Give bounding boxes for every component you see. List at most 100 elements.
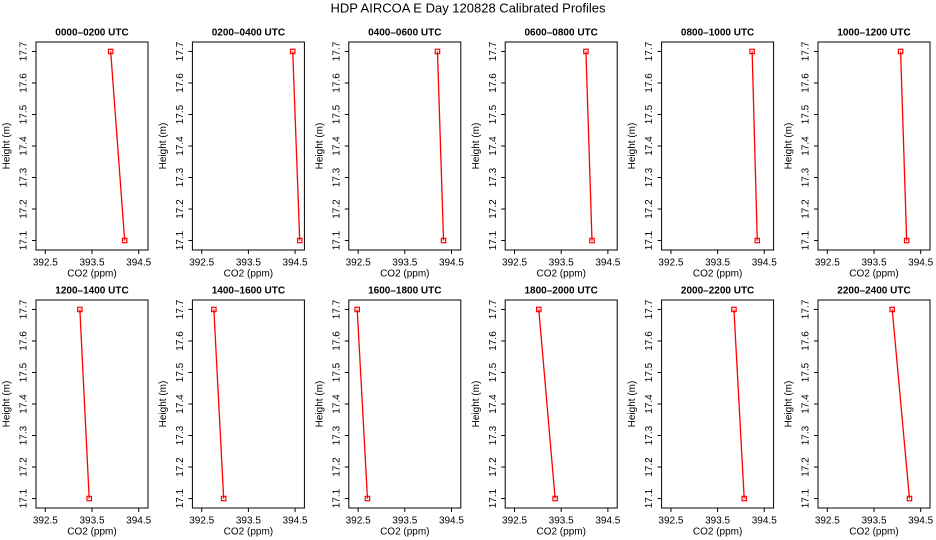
y-axis-label: Height (m) xyxy=(471,123,482,170)
y-tick-label: 17.1 xyxy=(19,488,30,508)
panel-title: 1200–1400 UTC xyxy=(55,286,128,297)
x-tick-label: 394.5 xyxy=(439,258,464,269)
y-axis-label: Height (m) xyxy=(314,381,325,428)
x-tick-label: 394.5 xyxy=(126,516,151,527)
point-marker xyxy=(583,48,589,55)
x-axis-label: CO2 (ppm) xyxy=(693,527,742,538)
y-tick-label: 17.3 xyxy=(19,425,30,445)
profile-line xyxy=(751,51,758,241)
point-marker xyxy=(220,495,227,502)
y-tick-label: 17.5 xyxy=(19,362,30,382)
x-axis-label: CO2 (ppm) xyxy=(849,527,898,538)
y-tick-label: 17.2 xyxy=(19,199,30,219)
y-tick-label: 17.1 xyxy=(644,230,655,250)
x-axis-label: CO2 (ppm) xyxy=(693,269,742,280)
x-axis-label: CO2 (ppm) xyxy=(67,527,116,538)
y-tick-label: 17.7 xyxy=(801,41,812,61)
panel-title: 2200–2400 UTC xyxy=(837,286,910,297)
x-tick-label: 393.5 xyxy=(861,516,886,527)
x-tick-label: 393.5 xyxy=(861,258,886,269)
y-tick-label: 17.6 xyxy=(331,331,342,351)
y-tick-label: 17.5 xyxy=(801,362,812,382)
point-marker xyxy=(906,495,913,502)
y-axis-label: Height (m) xyxy=(471,381,482,428)
x-tick-label: 394.5 xyxy=(908,258,933,269)
y-tick-label: 17.4 xyxy=(19,394,30,414)
y-tick-label: 17.6 xyxy=(19,331,30,351)
point-marker xyxy=(535,306,542,313)
profile-line xyxy=(436,51,445,241)
x-tick-label: 392.5 xyxy=(33,258,58,269)
point-marker xyxy=(364,495,371,502)
y-tick-label: 17.6 xyxy=(488,73,499,93)
x-tick-label: 394.5 xyxy=(595,516,620,527)
y-tick-label: 17.2 xyxy=(644,199,655,219)
point-marker xyxy=(440,237,447,244)
y-tick-label: 17.6 xyxy=(19,73,30,93)
x-tick-label: 393.5 xyxy=(392,258,417,269)
x-tick-label: 393.5 xyxy=(705,516,730,527)
y-tick-label: 17.7 xyxy=(175,41,186,61)
x-tick-label: 392.5 xyxy=(815,258,840,269)
x-tick-label: 392.5 xyxy=(33,516,58,527)
x-tick-label: 392.5 xyxy=(346,258,371,269)
y-axis-label: Height (m) xyxy=(2,123,13,170)
y-tick-label: 17.5 xyxy=(801,104,812,124)
profile-line xyxy=(356,309,369,499)
y-tick-label: 17.7 xyxy=(644,41,655,61)
point-marker xyxy=(889,306,896,313)
y-tick-label: 17.2 xyxy=(801,199,812,219)
y-tick-label: 17.5 xyxy=(644,104,655,124)
profile-line xyxy=(292,51,301,241)
x-tick-label: 394.5 xyxy=(595,258,620,269)
x-tick-label: 394.5 xyxy=(283,258,308,269)
x-tick-label: 393.5 xyxy=(79,516,104,527)
y-tick-label: 17.3 xyxy=(801,167,812,187)
y-tick-label: 17.4 xyxy=(801,136,812,156)
y-tick-label: 17.4 xyxy=(331,394,342,414)
y-tick-label: 17.5 xyxy=(488,362,499,382)
x-axis-label: CO2 (ppm) xyxy=(224,527,273,538)
panel-title: 2000–2200 UTC xyxy=(681,286,754,297)
y-tick-label: 17.5 xyxy=(488,104,499,124)
y-tick-label: 17.4 xyxy=(175,394,186,414)
panel-title: 0200–0400 UTC xyxy=(212,28,285,39)
x-tick-label: 394.5 xyxy=(908,516,933,527)
y-tick-label: 17.2 xyxy=(801,457,812,477)
y-tick-label: 17.7 xyxy=(19,41,30,61)
y-tick-label: 17.1 xyxy=(801,230,812,250)
y-tick-label: 17.2 xyxy=(331,457,342,477)
y-tick-label: 17.4 xyxy=(331,136,342,156)
x-tick-label: 393.5 xyxy=(392,516,417,527)
point-marker xyxy=(77,306,83,313)
x-tick-label: 394.5 xyxy=(439,516,464,527)
y-tick-label: 17.1 xyxy=(331,230,342,250)
point-marker xyxy=(589,237,595,244)
y-tick-label: 17.1 xyxy=(801,488,812,508)
point-marker xyxy=(754,237,761,244)
y-tick-label: 17.7 xyxy=(644,299,655,319)
point-marker xyxy=(897,48,904,55)
x-tick-label: 393.5 xyxy=(79,258,104,269)
x-tick-label: 394.5 xyxy=(752,258,777,269)
y-axis-label: Height (m) xyxy=(314,123,325,170)
y-tick-label: 17.4 xyxy=(175,136,186,156)
y-tick-label: 17.2 xyxy=(644,457,655,477)
y-tick-label: 17.1 xyxy=(331,488,342,508)
y-tick-label: 17.7 xyxy=(331,299,342,319)
y-tick-label: 17.6 xyxy=(644,331,655,351)
x-tick-label: 393.5 xyxy=(705,258,730,269)
y-tick-label: 17.6 xyxy=(801,331,812,351)
x-axis-label: CO2 (ppm) xyxy=(67,269,116,280)
x-tick-label: 392.5 xyxy=(502,516,527,527)
profile-line xyxy=(733,309,745,499)
panel-title: 1600–1800 UTC xyxy=(368,286,441,297)
y-axis-label: Height (m) xyxy=(2,381,13,428)
y-tick-label: 17.5 xyxy=(331,362,342,382)
y-tick-label: 17.7 xyxy=(331,41,342,61)
y-tick-label: 17.6 xyxy=(175,331,186,351)
y-tick-label: 17.4 xyxy=(644,136,655,156)
x-tick-label: 392.5 xyxy=(658,258,683,269)
y-tick-label: 17.2 xyxy=(19,457,30,477)
